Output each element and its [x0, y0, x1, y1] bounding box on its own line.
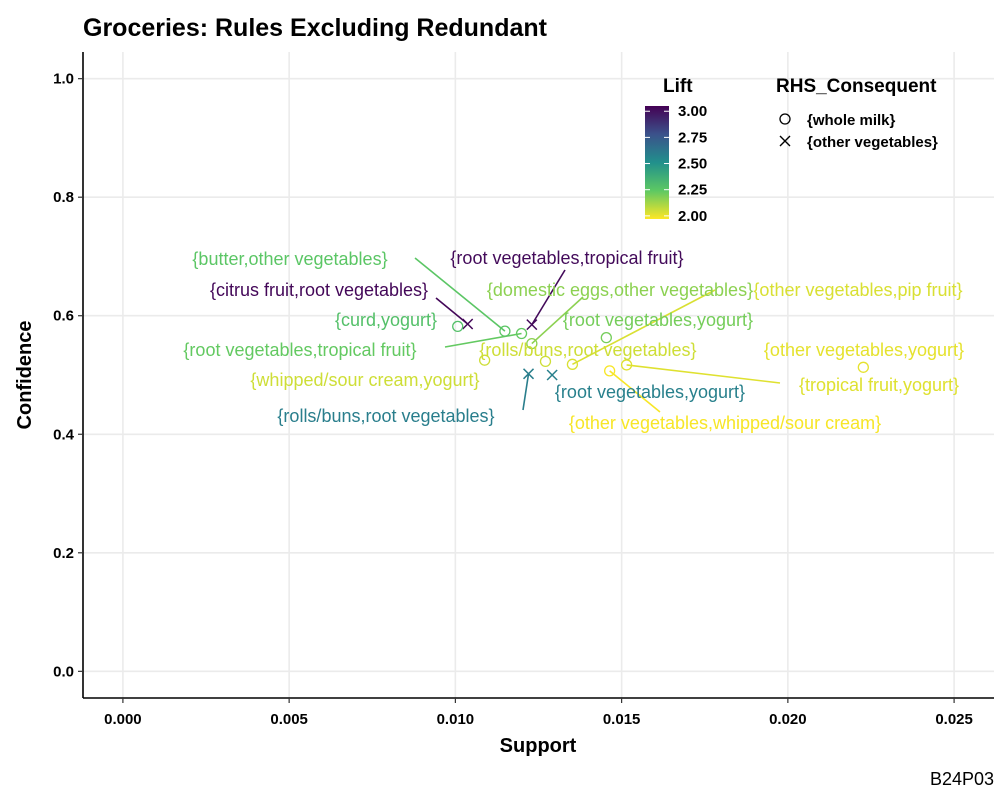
shape-legend-label-whole-milk: {whole milk}	[807, 112, 896, 129]
point-label: {citrus fruit,root vegetables}	[210, 280, 428, 300]
points	[452, 318, 869, 381]
point-whole-milk	[566, 358, 579, 370]
point-whole-milk	[620, 359, 633, 371]
y-tick-label: 1.0	[53, 71, 74, 88]
point-other-vegetables	[522, 368, 535, 380]
point-label: {rolls/buns,root vegetables}	[479, 340, 696, 360]
y-tick-label: 0.4	[53, 426, 75, 443]
point-label: {tropical fruit,yogurt}	[799, 375, 959, 395]
x-tick-label: 0.005	[270, 711, 308, 728]
x-axis-title: Support	[500, 735, 577, 757]
point-other-vegetables	[526, 319, 538, 331]
point-label: {domestic eggs,other vegetables}	[487, 280, 753, 300]
y-tick-label: 0.0	[53, 663, 74, 680]
color-legend-bar	[645, 106, 669, 219]
point-label: {whipped/sour cream,yogurt}	[250, 370, 479, 390]
point-whole-milk	[515, 327, 528, 340]
y-tick-label: 0.2	[53, 545, 74, 562]
color-legend-tick-label: 2.25	[678, 182, 707, 199]
point-whole-milk	[478, 354, 491, 366]
color-legend-tick-label: 2.00	[678, 208, 707, 225]
point-label: {root vegetables,yogurt}	[563, 310, 753, 330]
axes	[82, 52, 994, 699]
color-legend-tick-label: 2.50	[678, 156, 707, 173]
color-legend-tick-label: 3.00	[678, 103, 707, 120]
color-legend-ticks: 3.00 2.75 2.50 2.25 2.00	[645, 103, 707, 225]
point-label: {other vegetables,yogurt}	[764, 340, 964, 360]
leader-line	[572, 289, 716, 366]
leader-line	[522, 373, 530, 411]
caption: B24P03	[930, 769, 994, 789]
point-label: {curd,yogurt}	[335, 310, 437, 330]
x-tick-label: 0.020	[769, 711, 807, 728]
x-tick-label: 0.015	[603, 711, 641, 728]
point-whole-milk	[452, 320, 464, 333]
point-label: {root vegetables,yogurt}	[555, 382, 745, 402]
point-whole-milk	[539, 355, 552, 368]
point-whole-milk	[526, 337, 538, 350]
leader-lines	[414, 257, 781, 413]
y-ticks: 0.0 0.2 0.4 0.6 0.8 1.0	[53, 71, 83, 680]
point-label: {other vegetables,pip fruit}	[753, 280, 962, 300]
chart-title: Groceries: Rules Excluding Redundant	[83, 14, 548, 42]
leader-line	[609, 370, 661, 413]
leader-line	[626, 364, 781, 384]
point-labels: {butter,other vegetables} {root vegetable…	[183, 248, 964, 433]
color-legend: Lift 3.00 2.75 2.50 2.25 2.00	[645, 76, 707, 225]
point-label: {root vegetables,tropical fruit}	[183, 340, 416, 360]
point-other-vegetables	[546, 369, 558, 381]
color-legend-title: Lift	[663, 76, 693, 97]
x-tick-label: 0.025	[935, 711, 973, 728]
grid	[83, 52, 994, 698]
point-whole-milk	[857, 361, 869, 373]
point-label: {root vegetables,tropical fruit}	[450, 248, 683, 268]
point-whole-milk	[604, 365, 616, 377]
point-label: {butter,other vegetables}	[192, 249, 387, 269]
shape-legend: RHS_Consequent {whole milk} {other veget…	[776, 76, 938, 151]
x-ticks: 0.000 0.005 0.010 0.015 0.020 0.025	[104, 698, 973, 728]
point-whole-milk	[499, 325, 511, 337]
point-other-vegetables	[462, 318, 474, 330]
shape-legend-cross-icon	[779, 135, 791, 147]
leader-line	[531, 296, 584, 345]
y-tick-label: 0.6	[53, 308, 74, 325]
y-tick-label: 0.8	[53, 189, 74, 206]
point-label: {rolls/buns,root vegetables}	[277, 406, 494, 426]
x-tick-label: 0.000	[104, 711, 142, 728]
leader-line	[531, 269, 566, 326]
color-legend-tick-label: 2.75	[678, 129, 707, 146]
shape-legend-title: RHS_Consequent	[776, 76, 937, 97]
x-tick-label: 0.010	[437, 711, 475, 728]
shape-legend-label-other-vegetables: {other vegetables}	[807, 134, 938, 151]
point-label: {other vegetables,whipped/sour cream}	[569, 413, 881, 433]
y-axis-title: Confidence	[14, 321, 36, 430]
shape-legend-circle-icon	[779, 113, 791, 125]
leader-line	[444, 332, 522, 348]
point-whole-milk	[600, 332, 612, 344]
leader-line	[414, 257, 506, 332]
